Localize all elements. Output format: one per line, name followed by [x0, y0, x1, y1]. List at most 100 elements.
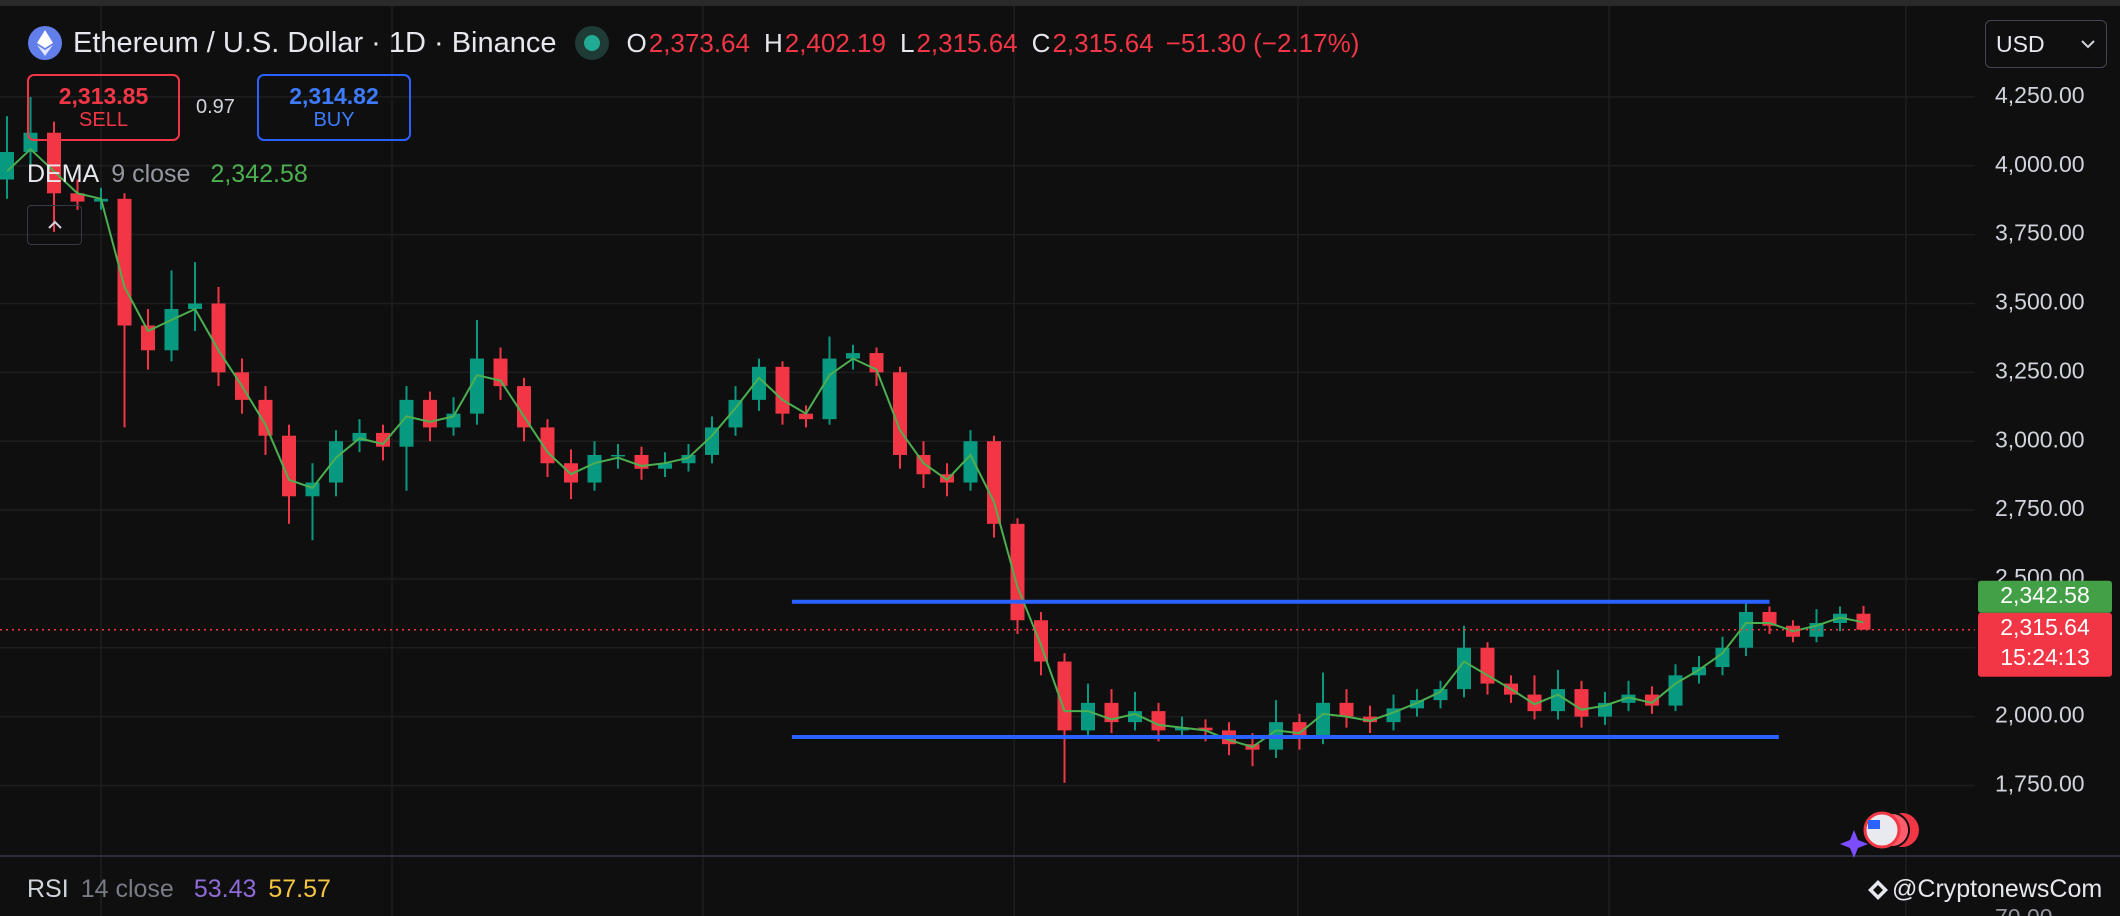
candle-body — [1668, 675, 1683, 706]
top-border — [0, 0, 2120, 6]
indicator-name: DEMA — [27, 160, 100, 188]
candle-body — [352, 432, 367, 442]
spread: 0.97 — [196, 96, 235, 118]
candle-body — [987, 441, 1001, 524]
candle-body — [1363, 716, 1377, 723]
candle-body — [1128, 711, 1142, 723]
rsi-ma-value: 57.57 — [268, 875, 331, 903]
candle-body — [1057, 661, 1072, 731]
chevron-up — [47, 220, 62, 229]
candle-body — [846, 353, 860, 359]
candle-body — [47, 132, 61, 194]
chevron-down — [2081, 40, 2095, 49]
candle-body — [1339, 702, 1354, 717]
symbol-title: Ethereum / U.S. Dollar · 1D · Binance — [73, 26, 557, 59]
y-tick-label: 2,750.00 — [1995, 495, 2085, 521]
dema-line — [6, 147, 1864, 748]
currency-select[interactable]: USD — [1985, 20, 2107, 68]
candle-body — [611, 454, 625, 457]
candle-body — [822, 358, 837, 420]
candle-body — [1034, 620, 1048, 662]
candle-body — [1574, 689, 1589, 717]
indicator-name: RSI — [27, 875, 69, 903]
candle-body — [141, 325, 155, 351]
candle-body — [1081, 702, 1095, 731]
sell-price: 2,313.85 — [58, 82, 149, 109]
buy-button[interactable]: 2,314.82 BUY — [257, 74, 411, 141]
ohlc-label: O — [626, 27, 647, 58]
candle-body — [1457, 647, 1471, 690]
candle-body — [1480, 647, 1495, 684]
ohlc-values: O 2,373.64 H 2,402.19 L 2,315.64 C 2,315.64 — [627, 28, 1154, 59]
countdown-label: 15:24:13 — [2000, 644, 2090, 670]
candle-body — [211, 303, 226, 373]
candle-body — [893, 372, 907, 455]
indicator-value: 2,342.58 — [210, 160, 308, 188]
candle-body — [517, 386, 531, 428]
candle-body — [188, 303, 202, 309]
buy-price: 2,314.82 — [289, 82, 379, 109]
candle-body — [1198, 727, 1213, 731]
dema-legend: DEMA 9 close 2,342.58 — [27, 160, 308, 189]
y-tick-label: 4,250.00 — [1995, 82, 2085, 108]
last-price-tag — [1978, 612, 2112, 677]
ohlc-label: L — [899, 27, 915, 58]
candle-body — [1551, 689, 1565, 712]
candle-body — [423, 399, 437, 428]
candle-body — [587, 454, 602, 483]
y-tick-label: 3,000.00 — [1995, 426, 2085, 452]
candle-body — [117, 198, 132, 326]
y-tick-label: 4,000.00 — [1995, 151, 2085, 177]
price-change: −51.30 (−2.17%) — [1165, 27, 1360, 58]
sell-button[interactable]: 2,313.85 SELL — [27, 74, 180, 141]
candle-body — [258, 399, 273, 436]
candle-body — [1175, 727, 1189, 731]
candle-body — [1715, 647, 1730, 668]
candle-body — [1316, 702, 1330, 736]
candle-body — [681, 454, 696, 464]
candle-body — [1527, 694, 1542, 712]
currency-label: USD — [1996, 30, 2045, 57]
y-tick-label: 3,500.00 — [1995, 289, 2085, 315]
candle-body — [1692, 667, 1706, 676]
candle-body — [399, 399, 414, 447]
market-status[interactable] — [574, 26, 609, 60]
candle-body — [70, 193, 85, 202]
dema-tag-label: 2,342.58 — [2000, 582, 2090, 608]
ohlc-label: C — [1031, 27, 1051, 58]
ohlc-value: 2,315.64 — [1052, 27, 1154, 58]
buy-label: BUY — [313, 109, 355, 132]
dema-tag — [1978, 580, 2112, 613]
watermark-text: CryptonewsCom — [1917, 875, 2103, 903]
watermark-prefix: @ — [1892, 875, 1918, 903]
candle-body — [1433, 689, 1448, 701]
candle-body — [658, 463, 672, 469]
candle-body — [329, 441, 343, 483]
candle-body — [1621, 694, 1636, 703]
candle-body — [470, 358, 484, 414]
candle-body — [0, 151, 14, 180]
candle-body — [752, 366, 766, 400]
candle-body — [1410, 700, 1424, 709]
rsi-scale-label: 70.00 — [1995, 904, 2053, 916]
eth-icon — [28, 26, 62, 60]
ohlc-value: 2,402.19 — [784, 27, 886, 58]
y-tick-label: 2,000.00 — [1995, 702, 2085, 728]
last-price-label: 2,315.64 — [2000, 614, 2090, 640]
y-tick-label: 3,250.00 — [1995, 357, 2085, 383]
candle-body — [705, 427, 719, 455]
y-tick-label: 3,750.00 — [1995, 220, 2085, 246]
candle-body — [1645, 694, 1659, 706]
collapse-button[interactable] — [27, 205, 82, 245]
indicator-params: 14 close — [80, 875, 174, 903]
ohlc-label: H — [763, 27, 783, 58]
y-tick-label: 1,750.00 — [1995, 771, 2085, 797]
watermark: @ CryptonewsCom — [1866, 875, 2102, 904]
watermark-icon — [1868, 879, 1888, 900]
candle-body — [164, 308, 179, 351]
ohlc-value: 2,373.64 — [648, 27, 750, 58]
rsi-legend: RSI 14 close 53.43 57.57 — [27, 875, 331, 904]
